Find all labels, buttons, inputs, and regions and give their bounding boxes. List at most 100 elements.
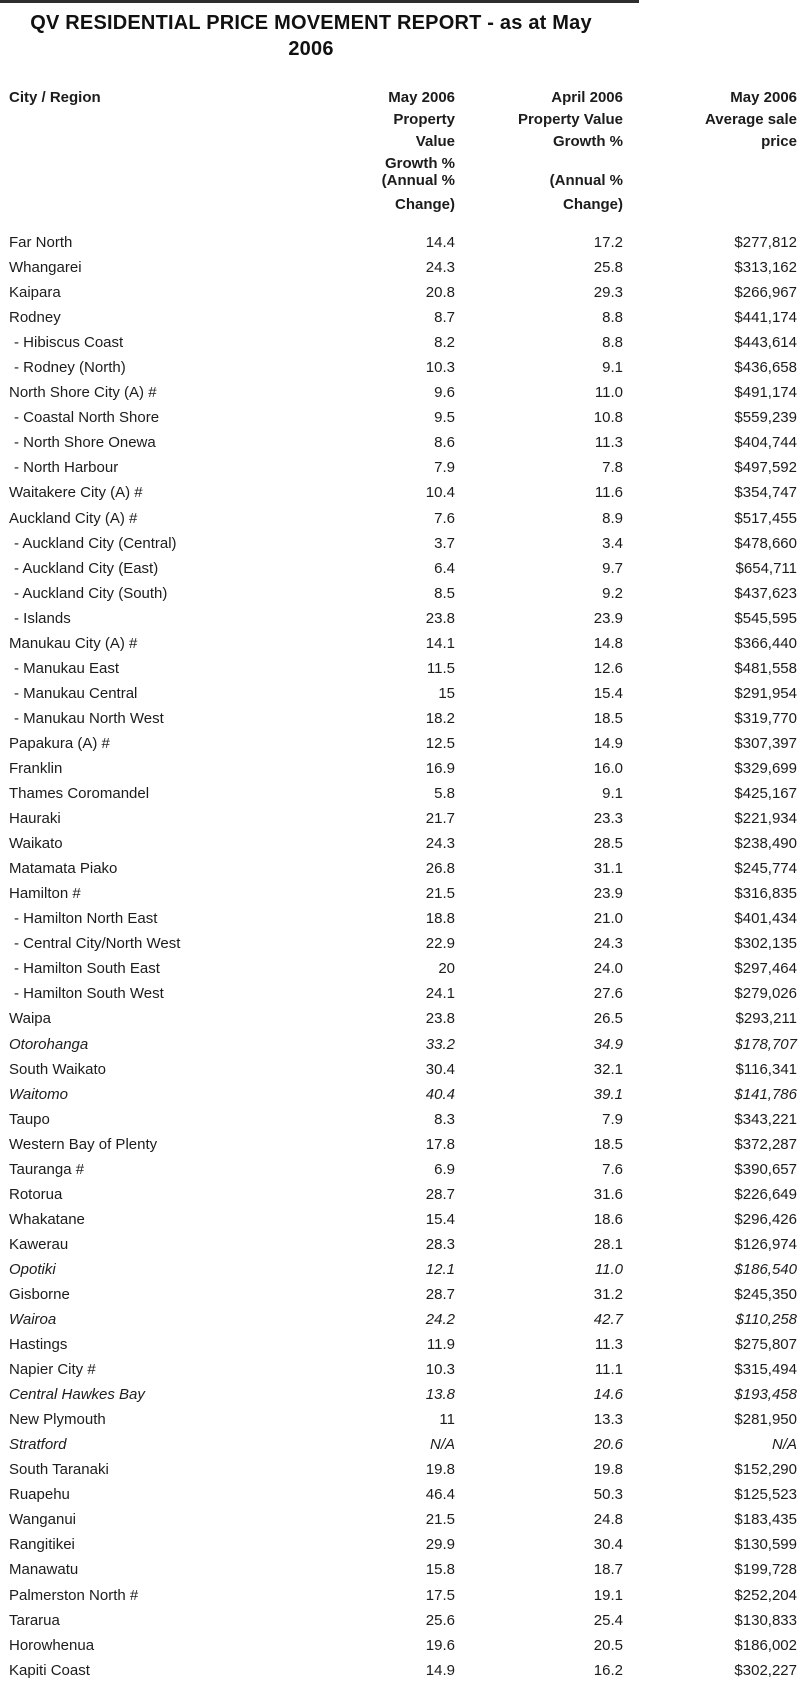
column-header-line: April 2006 (551, 89, 623, 106)
april-growth-value: 39.1 (593, 1085, 623, 1103)
annual-change-note-line: Change) (563, 196, 623, 213)
column-header-line: Average sale (704, 111, 797, 128)
average-sale-price: N/A (771, 1436, 797, 1454)
april-growth-value: 9.2 (602, 584, 623, 602)
column-header-line: price (761, 133, 797, 150)
column-header-line: Property Value (517, 111, 623, 128)
may-growth-value: 12.5 (425, 734, 455, 752)
region-name: Whangarei (9, 259, 82, 277)
table-row: - Hamilton South East 20 24.0 $297,464 (0, 956, 800, 981)
average-sale-price: $266,967 (734, 284, 797, 302)
may-growth-value: 12.1 (425, 1260, 455, 1278)
region-name: Waitakere City (A) # (9, 484, 143, 502)
region-name: Franklin (9, 759, 63, 777)
column-header-may-growth: May 2006 Property Value Growth % (356, 87, 455, 175)
april-growth-value: 28.1 (593, 1235, 623, 1253)
region-name: Rodney (9, 309, 61, 327)
average-sale-price: $125,523 (734, 1486, 797, 1504)
may-growth-value: 23.8 (425, 609, 455, 627)
april-growth-value: 19.8 (593, 1461, 623, 1479)
may-growth-value: 21.5 (425, 885, 455, 903)
may-growth-value: N/A (429, 1436, 455, 1454)
table-row: Rangitikei 29.9 30.4 $130,599 (0, 1532, 800, 1557)
region-name: Central Hawkes Bay (9, 1386, 145, 1404)
annual-change-note-line: Change) (395, 196, 455, 213)
region-name: Waipa (9, 1010, 51, 1028)
region-name: Far North (9, 234, 73, 251)
table-row: Western Bay of Plenty 17.8 18.5 $372,287 (0, 1132, 800, 1157)
region-name: Whakatane (9, 1210, 85, 1228)
region-name: - Rodney (North) (14, 359, 126, 377)
average-sale-price: $291,954 (734, 684, 797, 702)
april-growth-value: 3.4 (602, 534, 623, 552)
table-row: - Hamilton South West 24.1 27.6 $279,026 (0, 981, 800, 1006)
average-sale-price: $313,162 (734, 259, 797, 277)
region-name: Kapiti Coast (9, 1661, 90, 1679)
region-name: Stratford (9, 1436, 67, 1454)
region-name: Manukau City (A) # (9, 634, 138, 652)
table-row: - Manukau North West 18.2 18.5 $319,770 (0, 706, 800, 731)
may-growth-value: 10.3 (425, 1361, 455, 1379)
table-row: - Auckland City (Central) 3.7 3.4 $478,660 (0, 531, 800, 556)
region-name: Wanganui (9, 1511, 76, 1529)
region-name: - North Shore Onewa (14, 434, 156, 452)
may-growth-value: 28.3 (425, 1235, 455, 1253)
may-growth-value: 8.2 (434, 334, 455, 352)
may-growth-value: 6.4 (434, 559, 455, 577)
may-growth-value: 46.4 (425, 1486, 455, 1504)
table-row: Hastings 11.9 11.3 $275,807 (0, 1332, 800, 1357)
column-header-average-sale-price: May 2006 Average sale price (623, 87, 797, 175)
average-sale-price: $302,227 (734, 1661, 797, 1679)
region-name: - North Harbour (14, 459, 119, 477)
april-growth-value: 11.0 (594, 384, 623, 402)
region-name: North Shore City (A) # (9, 384, 157, 402)
may-growth-value: 18.2 (425, 709, 455, 727)
april-growth-value: 9.7 (602, 559, 623, 577)
subheader-spacer (0, 169, 356, 217)
may-growth-value: 24.1 (425, 985, 455, 1003)
average-sale-price: $245,774 (734, 860, 797, 878)
may-growth-value: 28.7 (425, 1285, 455, 1303)
may-growth-value: 7.9 (434, 459, 455, 477)
april-growth-value: 8.9 (602, 509, 623, 527)
region-name: - Hamilton South West (14, 985, 164, 1003)
region-name: South Taranaki (9, 1461, 109, 1479)
average-sale-price: $654,711 (735, 559, 797, 577)
average-sale-price: $245,350 (734, 1285, 797, 1303)
table-row: Waipa 23.8 26.5 $293,211 (0, 1006, 800, 1031)
average-sale-price: $390,657 (734, 1160, 797, 1178)
region-name: Tararua (9, 1611, 60, 1629)
report-title: QV RESIDENTIAL PRICE MOVEMENT REPORT - a… (0, 10, 622, 62)
april-growth-value: 42.7 (593, 1311, 623, 1329)
april-growth-value: 18.5 (593, 709, 623, 727)
report-table-body: Far North 14.4 17.2 $277,812 Whangarei 24.3 25… (0, 230, 800, 1683)
annual-change-note-april: (Annual % Change) (455, 169, 623, 217)
table-row: Matamata Piako 26.8 31.1 $245,774 (0, 856, 800, 881)
may-growth-value: 14.1 (425, 634, 455, 652)
average-sale-price: $221,934 (734, 810, 797, 828)
average-sale-price: $152,290 (734, 1461, 797, 1479)
april-growth-value: 25.4 (593, 1611, 623, 1629)
may-growth-value: 28.7 (425, 1185, 455, 1203)
table-row: Rodney 8.7 8.8 $441,174 (0, 305, 800, 330)
average-sale-price: $404,744 (734, 434, 797, 452)
average-sale-price: $293,211 (735, 1010, 797, 1028)
may-growth-value: 29.9 (425, 1536, 455, 1554)
may-growth-value: 20.8 (425, 284, 455, 302)
region-name: Rotorua (9, 1185, 63, 1203)
table-row: South Waikato 30.4 32.1 $116,341 (0, 1057, 800, 1082)
april-growth-value: 28.5 (593, 835, 623, 853)
region-name: Ruapehu (9, 1486, 70, 1504)
region-name: - Auckland City (Central) (14, 534, 177, 552)
april-growth-value: 23.3 (593, 810, 623, 828)
april-growth-value: 23.9 (593, 609, 623, 627)
table-row: Stratford N/A 20.6 N/A (0, 1432, 800, 1457)
april-growth-value: 31.2 (593, 1285, 623, 1303)
may-growth-value: 19.8 (425, 1461, 455, 1479)
table-row: - Hamilton North East 18.8 21.0 $401,434 (0, 906, 800, 931)
average-sale-price: $186,540 (734, 1260, 797, 1278)
april-growth-value: 10.8 (593, 409, 623, 427)
may-growth-value: 9.6 (434, 384, 455, 402)
average-sale-price: $443,614 (734, 334, 797, 352)
april-growth-value: 30.4 (593, 1536, 623, 1554)
